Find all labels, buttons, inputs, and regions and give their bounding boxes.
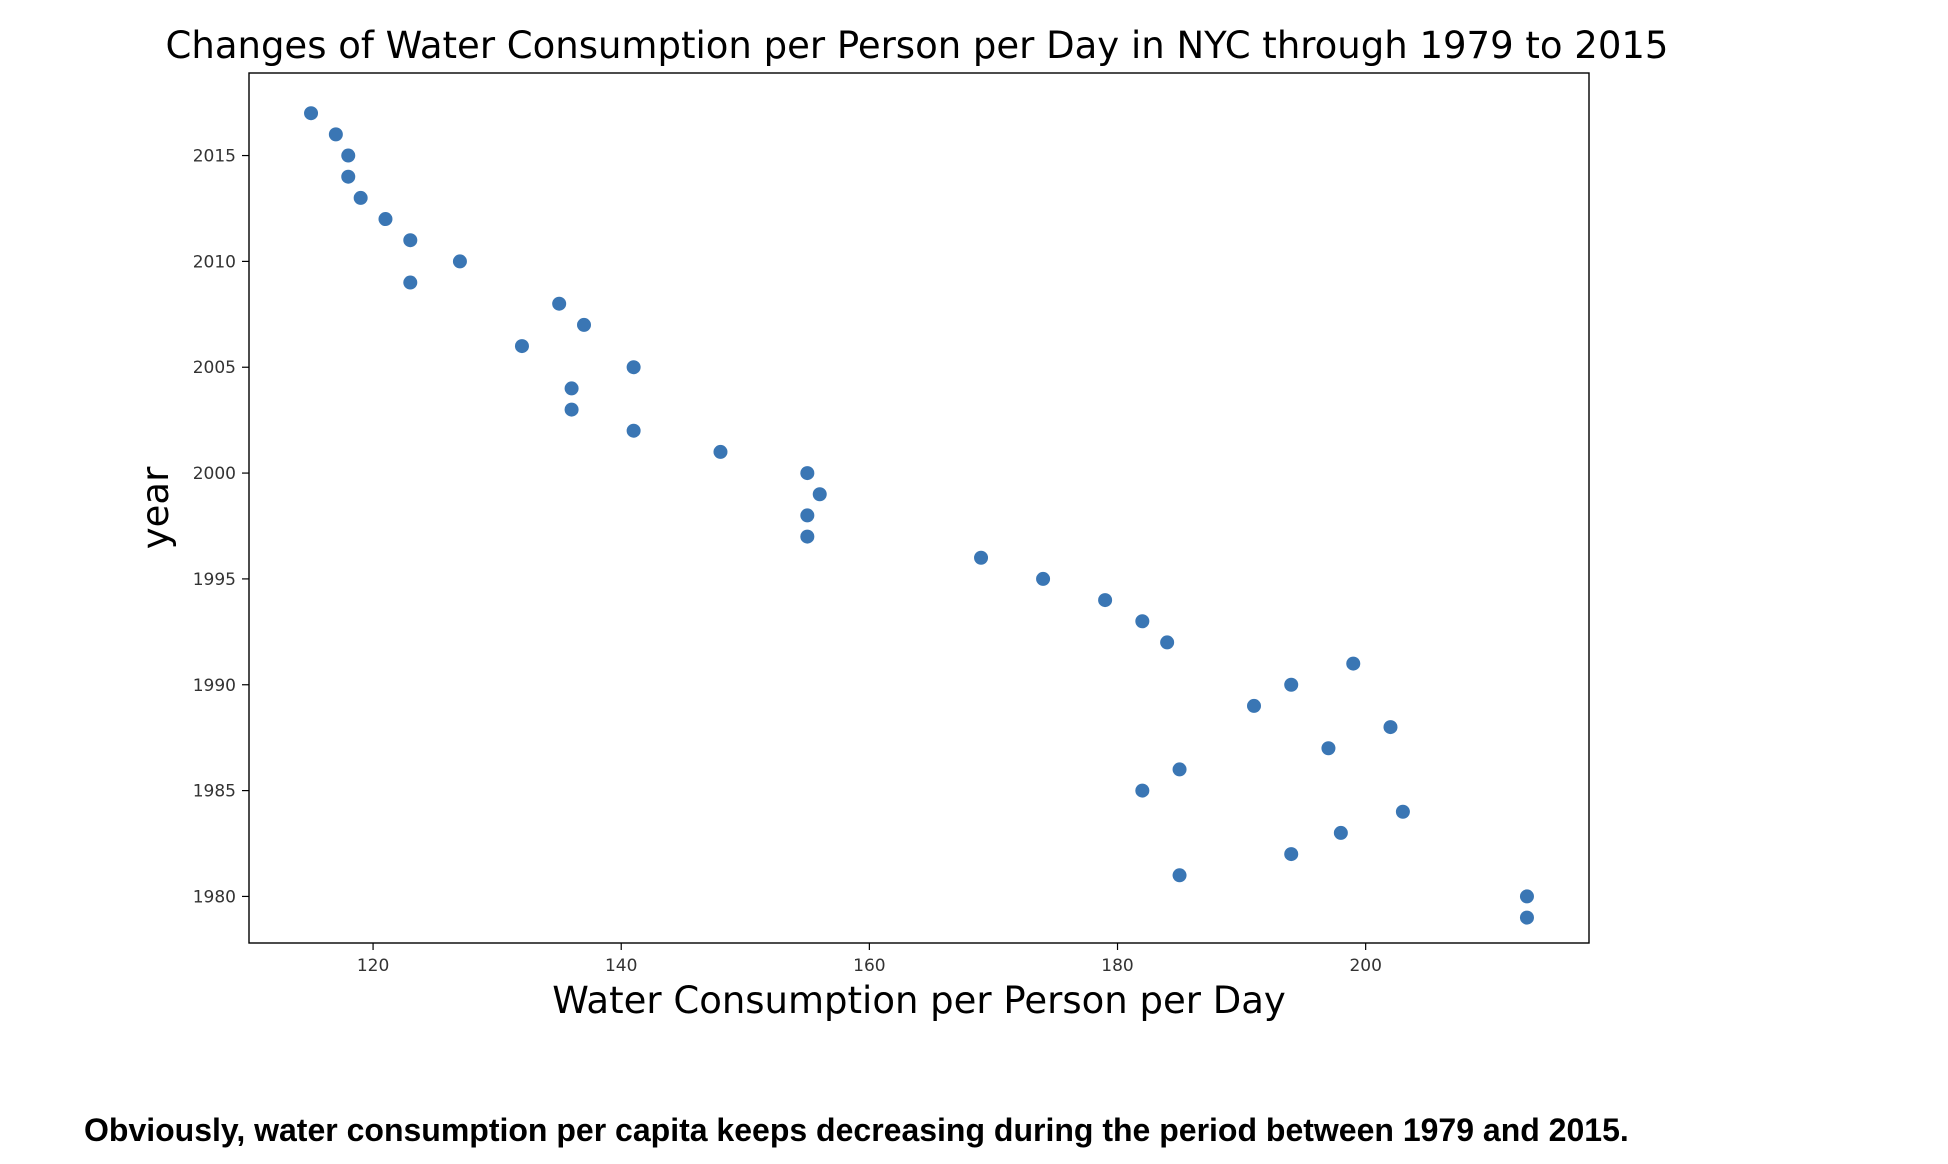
x-tick-label: 160	[853, 956, 885, 976]
data-point	[812, 487, 827, 502]
data-point	[1135, 614, 1150, 629]
data-point	[1519, 889, 1534, 904]
y-tick-label: 1985	[193, 782, 236, 802]
x-tick-label: 180	[1101, 956, 1133, 976]
caption-text: Obviously, water consumption per capita …	[84, 1112, 1629, 1148]
y-tick-label: 2005	[193, 358, 236, 378]
data-points	[304, 106, 1534, 925]
data-point	[1098, 593, 1113, 608]
y-tick-label: 2000	[193, 464, 236, 484]
y-axis-label: year	[134, 466, 177, 549]
data-point	[626, 360, 641, 375]
data-point	[1172, 762, 1187, 777]
data-point	[1333, 825, 1348, 840]
data-point	[378, 212, 393, 227]
data-point	[403, 233, 418, 248]
data-point	[1383, 720, 1398, 735]
data-point	[1284, 677, 1299, 692]
data-point	[564, 381, 579, 396]
data-point	[514, 339, 529, 354]
data-point	[341, 148, 356, 163]
data-point	[577, 317, 591, 332]
y-tick-label: 2015	[193, 147, 236, 167]
x-axis: 120 140 160 180 200	[357, 943, 1382, 976]
data-point	[564, 402, 579, 417]
y-tick-label: 1980	[193, 887, 236, 907]
data-point	[1247, 698, 1261, 713]
data-point	[800, 466, 815, 481]
data-point	[1160, 635, 1175, 650]
x-tick-label: 140	[605, 956, 637, 976]
data-point	[552, 296, 567, 311]
y-tick-label: 1990	[193, 676, 236, 696]
chart-title: Changes of Water Consumption per Person …	[166, 24, 1669, 67]
y-tick-label: 2010	[193, 252, 236, 272]
data-point	[341, 169, 356, 184]
data-point	[1395, 804, 1410, 819]
y-axis: 1980 1985 1990 1995 2000 2005 2010 2015	[193, 147, 249, 907]
data-point	[1346, 656, 1361, 671]
y-tick-label: 1995	[193, 570, 236, 590]
data-point	[1321, 741, 1336, 756]
data-point	[1172, 868, 1187, 883]
x-tick-label: 120	[357, 956, 389, 976]
plot-area	[248, 72, 1590, 944]
data-point	[800, 508, 815, 523]
data-point	[353, 190, 368, 205]
data-point	[1284, 847, 1299, 862]
data-point	[626, 423, 641, 438]
data-point	[403, 275, 418, 290]
data-point	[452, 254, 467, 269]
x-tick-label: 200	[1349, 956, 1381, 976]
data-point	[1135, 783, 1150, 798]
data-point	[713, 444, 728, 459]
x-axis-label: Water Consumption per Person per Day	[552, 979, 1286, 1022]
data-point	[800, 529, 815, 544]
data-point	[974, 550, 989, 565]
data-point	[328, 127, 343, 142]
data-point	[1036, 571, 1051, 586]
data-point	[304, 106, 319, 121]
data-point	[1519, 910, 1534, 925]
